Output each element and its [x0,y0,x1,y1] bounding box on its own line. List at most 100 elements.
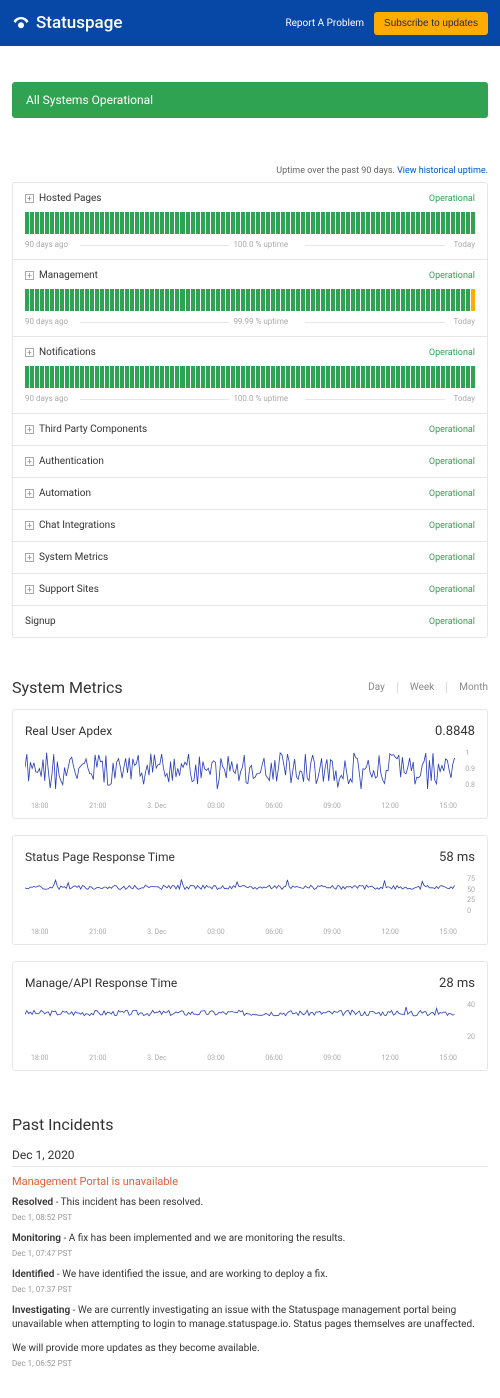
uptime-tick [115,289,119,311]
component-name[interactable]: +System Metrics [25,552,108,563]
component-name[interactable]: +Chat Integrations [25,520,115,531]
uptime-tick [276,366,280,388]
uptime-tick [105,366,109,388]
uptime-tick [441,212,445,234]
uptime-tick [231,289,235,311]
uptime-tick [70,212,74,234]
uptime-tick [366,212,370,234]
uptime-tick [175,366,179,388]
expand-icon[interactable]: + [25,585,34,594]
uptime-tick [461,289,465,311]
uptime-tick [456,212,460,234]
subscribe-button[interactable]: Subscribe to updates [374,12,488,35]
chart-title: Status Page Response Time [25,850,175,864]
uptime-tick [155,212,159,234]
uptime-tick [321,366,325,388]
component-name[interactable]: +Third Party Components [25,424,147,435]
uptime-tick [120,289,124,311]
expand-icon[interactable]: + [25,194,34,203]
uptime-tick [336,212,340,234]
uptime-tick [130,289,134,311]
historical-uptime-link[interactable]: View historical uptime. [397,166,488,176]
uptime-tick [65,289,69,311]
component-row: +Chat Integrations Operational [13,510,487,542]
uptime-tick [95,212,99,234]
uptime-tick [196,289,200,311]
uptime-tick [35,212,39,234]
uptime-percentage: 100.0 % uptime [229,240,292,249]
uptime-tick [196,212,200,234]
expand-icon[interactable]: + [25,348,34,357]
uptime-tick [426,289,430,311]
time-tab-day[interactable]: Day [368,682,398,693]
time-tab-month[interactable]: Month [459,682,488,693]
uptime-tick [186,289,190,311]
uptime-tick [471,212,475,234]
uptime-start-label: 90 days ago [25,240,68,249]
expand-icon[interactable]: + [25,521,34,530]
uptime-tick [130,366,134,388]
time-tab-week[interactable]: Week [410,682,447,693]
expand-icon[interactable]: + [25,489,34,498]
uptime-tick [231,212,235,234]
expand-icon[interactable]: + [25,457,34,466]
uptime-tick [231,366,235,388]
uptime-tick [251,289,255,311]
component-status: Operational [429,194,475,204]
uptime-tick [396,289,400,311]
uptime-tick [65,366,69,388]
uptime-tick [165,212,169,234]
uptime-tick [301,212,305,234]
uptime-end-label: Today [453,240,475,249]
uptime-tick [135,212,139,234]
uptime-tick [266,212,270,234]
uptime-tick [326,366,330,388]
component-status: Operational [429,585,475,595]
uptime-tick [381,212,385,234]
uptime-bar [25,289,475,311]
uptime-tick [80,289,84,311]
uptime-tick [110,289,114,311]
incident-name[interactable]: Management Portal is unavailable [12,1175,488,1188]
uptime-tick [75,212,79,234]
chart-yticks: 10.90.8 [465,749,475,789]
uptime-tick [411,366,415,388]
component-name[interactable]: +Notifications [25,347,96,358]
uptime-tick [160,212,164,234]
uptime-tick [35,366,39,388]
uptime-tick [356,212,360,234]
uptime-tick [446,212,450,234]
incidents-title: Past Incidents [12,1115,488,1134]
incident-update-time: Dec 1, 07:47 PST [12,1249,488,1258]
uptime-tick [40,289,44,311]
uptime-start-label: 90 days ago [25,394,68,403]
uptime-tick [30,212,34,234]
chart-xticks: 18:0021:003. Dec03:0006:0009:0012:0015:0… [25,928,475,936]
status-banner: All Systems Operational [12,82,488,118]
component-name[interactable]: +Hosted Pages [25,193,101,204]
uptime-tick [286,212,290,234]
component-name[interactable]: +Support Sites [25,584,99,595]
uptime-tick [261,212,265,234]
uptime-tick [416,289,420,311]
chart-svg [25,1001,475,1041]
uptime-tick [85,366,89,388]
chart-xticks: 18:0021:003. Dec03:0006:0009:0012:0015:0… [25,1054,475,1062]
component-name[interactable]: +Automation [25,488,91,499]
uptime-tick [236,212,240,234]
uptime-tick [456,366,460,388]
expand-icon[interactable]: + [25,425,34,434]
expand-icon[interactable]: + [25,553,34,562]
chart-area: 4020 [25,1001,475,1051]
uptime-tick [266,366,270,388]
report-problem-link[interactable]: Report A Problem [285,18,364,29]
expand-icon[interactable]: + [25,271,34,280]
component-name[interactable]: +Management [25,270,98,281]
uptime-tick [70,366,74,388]
uptime-tick [221,289,225,311]
uptime-tick [180,366,184,388]
uptime-tick [246,212,250,234]
components-list: +Hosted Pages Operational 90 days ago 10… [12,182,488,638]
uptime-tick [241,366,245,388]
component-name[interactable]: +Authentication [25,456,104,467]
